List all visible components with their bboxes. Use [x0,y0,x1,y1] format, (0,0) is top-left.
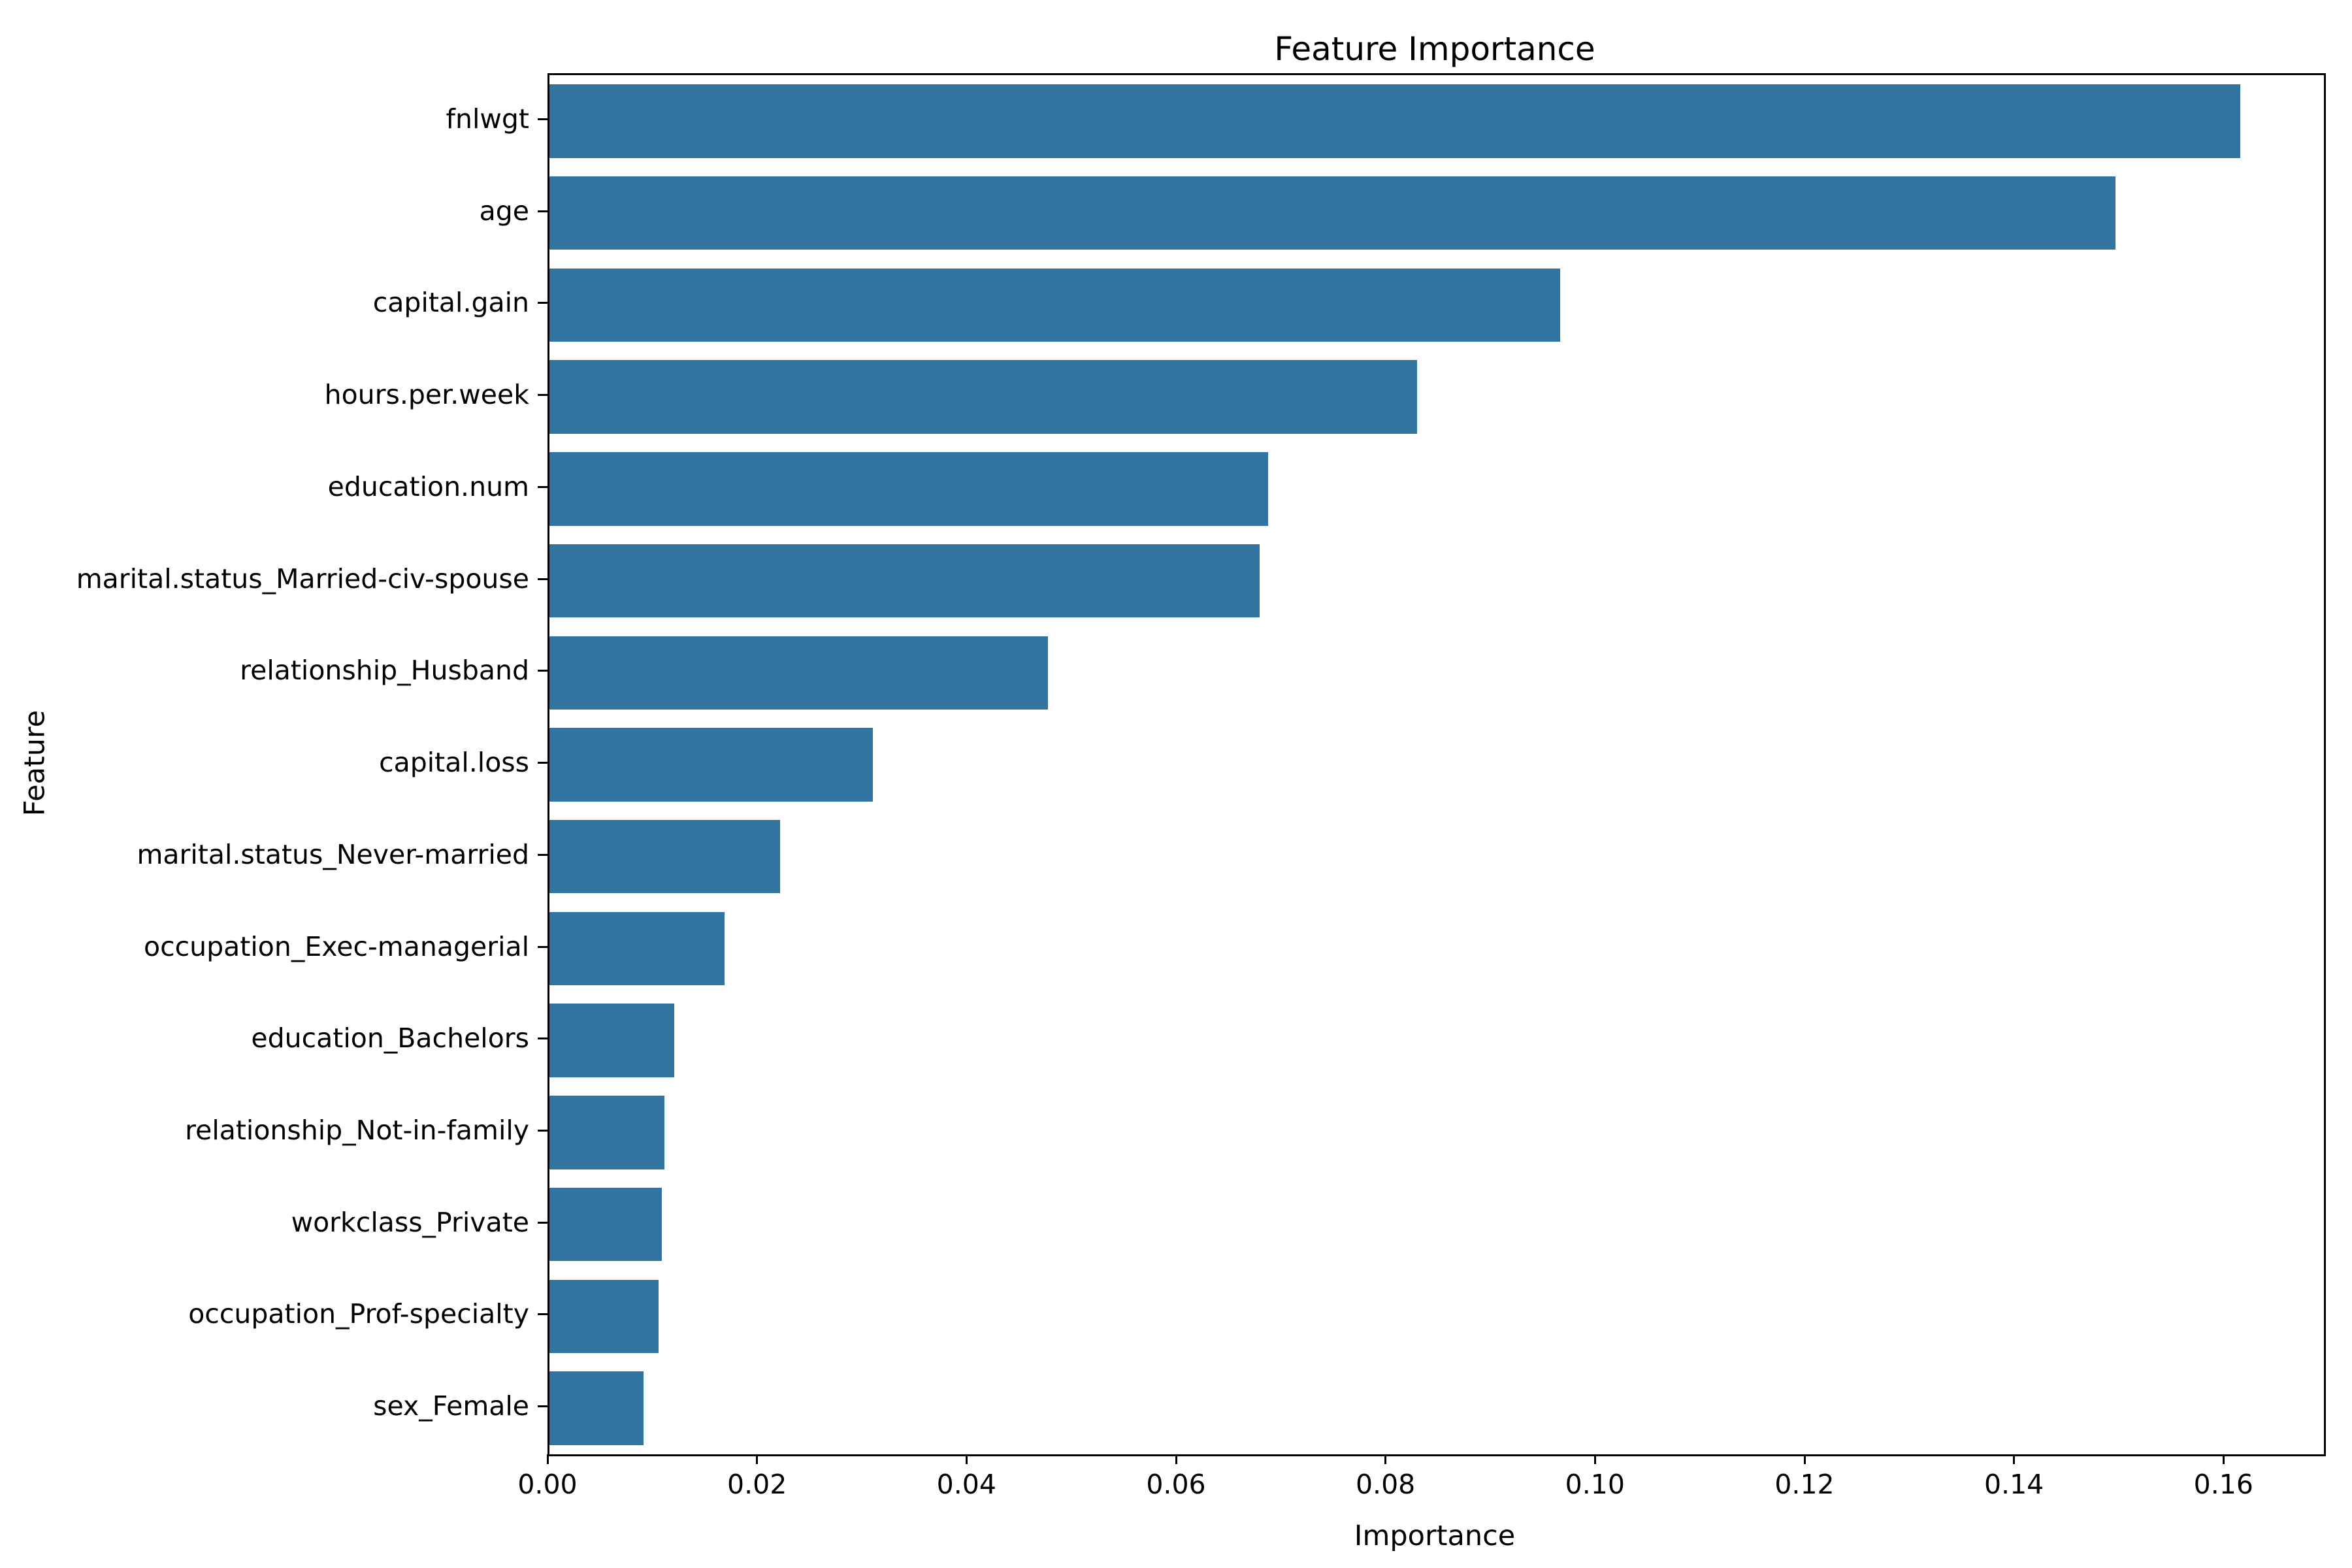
x-tick-mark [756,1454,759,1464]
y-tick-mark [538,578,547,580]
y-tick-label: fnlwgt [446,103,529,135]
x-tick-mark [1384,1454,1387,1464]
y-tick-label: relationship_Husband [240,655,529,687]
x-tick-label: 0.08 [1355,1469,1416,1500]
x-tick-label: 0.02 [727,1469,787,1500]
x-tick-label: 0.00 [517,1469,578,1500]
chart-title: Feature Importance [1274,30,1595,68]
y-tick-label: sex_Female [373,1390,529,1422]
y-axis-label: Feature [18,710,52,817]
bar-capital.loss [549,728,874,802]
y-tick-label: marital.status_Married-civ-spouse [76,563,529,595]
y-tick-mark [538,485,547,488]
x-tick-label: 0.06 [1146,1469,1206,1500]
bar-age [549,176,2115,250]
x-tick-mark [1175,1454,1177,1464]
y-tick-mark [538,1129,547,1132]
y-tick-mark [538,302,547,304]
y-tick-label: marital.status_Never-married [137,838,529,870]
y-tick-label: occupation_Prof-specialty [188,1298,529,1330]
y-tick-mark [538,1405,547,1408]
y-tick-mark [538,853,547,856]
y-tick-label: capital.gain [372,287,529,319]
y-tick-label: capital.loss [379,747,529,778]
x-tick-mark [965,1454,968,1464]
x-tick-label: 0.04 [936,1469,996,1500]
x-axis-label: Importance [1354,1520,1516,1552]
x-tick-label: 0.10 [1565,1469,1625,1500]
y-tick-label: hours.per.week [324,379,529,411]
bar-workclass_Private [549,1187,662,1262]
bar-education.num [549,452,1268,526]
x-tick-label: 0.16 [2193,1469,2253,1500]
plot-area [547,73,2326,1456]
bar-marital.status_Married-civ-spouse [549,544,1260,618]
y-tick-label: relationship_Not-in-family [185,1114,529,1146]
y-tick-label: age [479,195,529,227]
bar-occupation_Exec-managerial [549,911,725,986]
y-tick-mark [538,945,547,948]
y-tick-label: workclass_Private [291,1206,529,1238]
y-tick-mark [538,210,547,212]
x-tick-mark [2222,1454,2225,1464]
x-tick-mark [2013,1454,2016,1464]
y-tick-label: education.num [327,470,529,502]
y-tick-mark [538,670,547,672]
bar-fnlwgt [549,84,2240,158]
bar-education_Bachelors [549,1004,674,1077]
x-tick-mark [1803,1454,1806,1464]
y-tick-label: education_Bachelors [251,1022,529,1054]
bar-marital.status_Never-married [549,819,780,894]
x-tick-mark [546,1454,549,1464]
y-tick-mark [538,1313,547,1316]
bar-sex_Female [549,1371,644,1445]
bar-occupation_Prof-specialty [549,1279,659,1354]
x-tick-mark [1593,1454,1596,1464]
y-tick-mark [538,118,547,120]
x-tick-label: 0.12 [1774,1469,1835,1500]
x-tick-label: 0.14 [1984,1469,2044,1500]
y-tick-label: occupation_Exec-managerial [144,930,529,962]
y-tick-mark [538,1037,547,1040]
bar-hours.per.week [549,360,1417,434]
bar-relationship_Husband [549,636,1049,710]
bar-relationship_Not-in-family [549,1096,665,1169]
y-tick-mark [538,1221,547,1224]
y-tick-mark [538,394,547,397]
y-tick-mark [538,762,547,764]
bar-capital.gain [549,268,1561,342]
